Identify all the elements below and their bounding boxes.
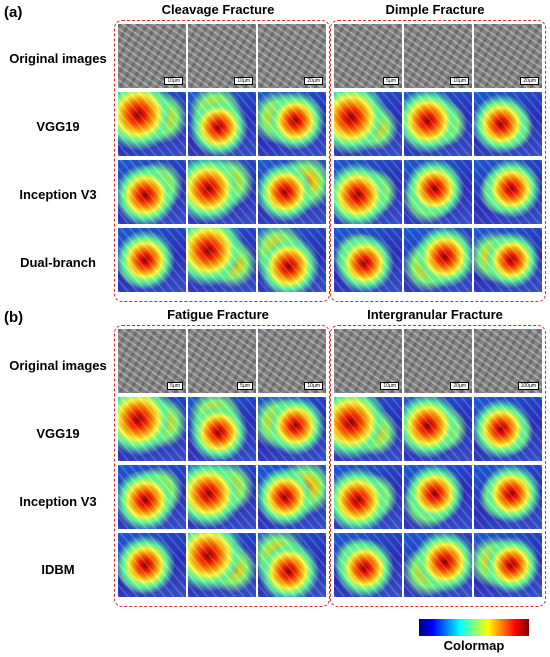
scale-bar-label: 10μm: [234, 77, 253, 85]
group-frame-cleavage: [114, 20, 330, 302]
sem-image: 10μm: [334, 329, 402, 393]
heatmap-image: [334, 92, 402, 156]
row-label-original-a: Original images: [9, 51, 107, 66]
heatmap-image: [258, 160, 326, 224]
group-title-intergranular: Intergranular Fracture: [367, 307, 503, 322]
heatmap-image: [404, 465, 472, 529]
group-title-cleavage: Cleavage Fracture: [161, 2, 275, 17]
row-label-inception-a: Inception V3: [19, 187, 97, 202]
heatmap-image: [258, 533, 326, 597]
heatmap-image: [334, 533, 402, 597]
row-label-vgg19-b: VGG19: [36, 426, 80, 441]
row-label-dualbranch-a: Dual-branch: [20, 255, 96, 270]
heatmap-image: [118, 160, 186, 224]
heatmap-image: [188, 465, 256, 529]
heatmap-image: [334, 465, 402, 529]
row-label-original-b: Original images: [9, 358, 107, 373]
sem-image: 10μm: [258, 329, 326, 393]
group-frame-dimple: [330, 20, 546, 302]
sem-image: 10μm: [404, 24, 472, 88]
sem-image: 20μm: [474, 24, 542, 88]
sem-image: 10μm: [188, 24, 256, 88]
sem-image: 100μm: [474, 329, 542, 393]
scale-bar-label: 5μm: [383, 77, 399, 85]
heatmap-image: [474, 92, 542, 156]
sem-image: 5μm: [188, 329, 256, 393]
heatmap-image: [474, 465, 542, 529]
heatmap-image: [334, 160, 402, 224]
heatmap-image: [188, 533, 256, 597]
heatmap-image: [188, 397, 256, 461]
sem-image: 5μm: [118, 329, 186, 393]
heatmap-image: [474, 397, 542, 461]
sem-image: 20μm: [258, 24, 326, 88]
scale-bar-label: 20μm: [520, 77, 539, 85]
sem-image: 5μm: [334, 24, 402, 88]
heatmap-image: [188, 160, 256, 224]
group-title-fatigue: Fatigue Fracture: [167, 307, 269, 322]
heatmap-image: [474, 228, 542, 292]
heatmap-image: [118, 465, 186, 529]
heatmap-image: [474, 160, 542, 224]
heatmap-image: [474, 533, 542, 597]
heatmap-image: [404, 92, 472, 156]
panel-label-a: (a): [4, 4, 23, 21]
scale-bar-label: 10μm: [164, 77, 183, 85]
heatmap-image: [118, 228, 186, 292]
scale-bar-label: 20μm: [450, 382, 469, 390]
scale-bar-label: 5μm: [167, 382, 183, 390]
scale-bar-label: 10μm: [304, 382, 323, 390]
scale-bar-label: 10μm: [380, 382, 399, 390]
scale-bar-label: 10μm: [450, 77, 469, 85]
heatmap-image: [334, 228, 402, 292]
colormap-bar: [419, 619, 529, 636]
heatmap-image: [188, 228, 256, 292]
scale-bar-label: 100μm: [517, 382, 539, 390]
scale-bar-label: 5μm: [237, 382, 253, 390]
heatmap-image: [404, 533, 472, 597]
colormap-label: Colormap: [443, 638, 505, 653]
heatmap-image: [258, 397, 326, 461]
heatmap-image: [188, 92, 256, 156]
sem-image: 10μm: [118, 24, 186, 88]
heatmap-image: [404, 228, 472, 292]
heatmap-image: [118, 92, 186, 156]
row-label-vgg19-a: VGG19: [36, 119, 80, 134]
panel-label-b: (b): [4, 309, 24, 326]
row-label-idbm-b: IDBM: [41, 562, 75, 577]
group-frame-intergranular: [330, 325, 546, 607]
heatmap-image: [258, 92, 326, 156]
heatmap-image: [334, 397, 402, 461]
heatmap-image: [258, 465, 326, 529]
row-label-inception-b: Inception V3: [19, 494, 97, 509]
heatmap-image: [258, 228, 326, 292]
heatmap-image: [118, 533, 186, 597]
heatmap-image: [118, 397, 186, 461]
sem-image: 20μm: [404, 329, 472, 393]
group-title-dimple: Dimple Fracture: [385, 2, 485, 17]
heatmap-image: [404, 397, 472, 461]
heatmap-image: [404, 160, 472, 224]
scale-bar-label: 20μm: [304, 77, 323, 85]
group-frame-fatigue: [114, 325, 330, 607]
